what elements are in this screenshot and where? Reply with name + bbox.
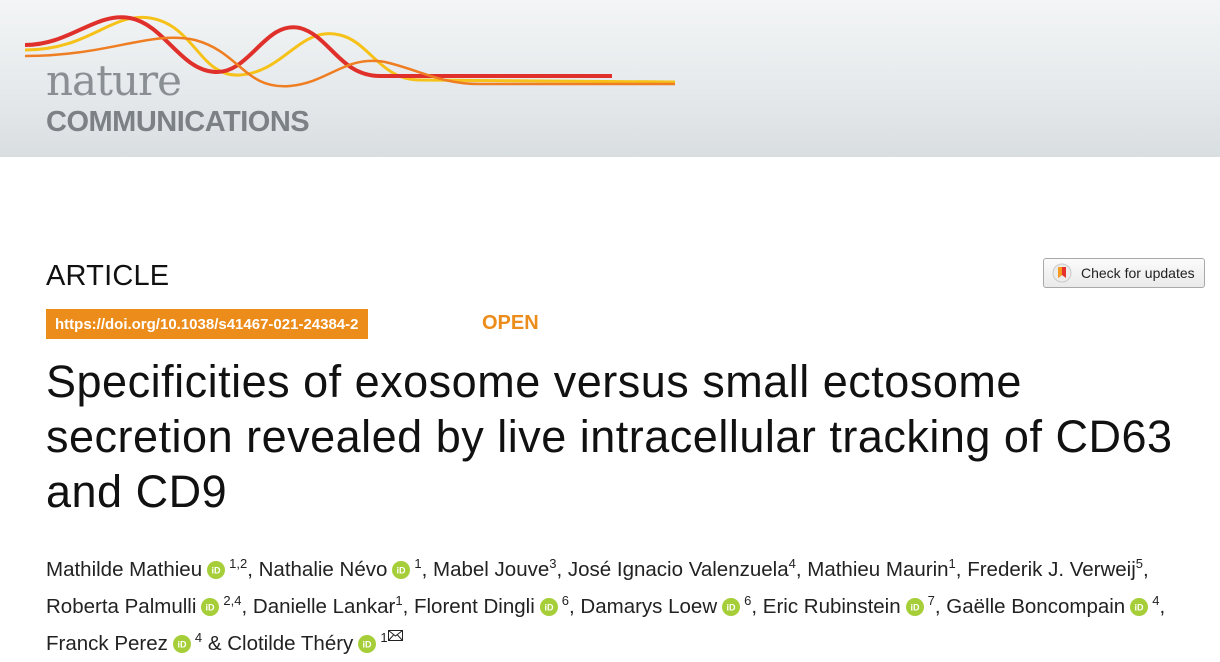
author-separator: ,	[241, 595, 253, 618]
author: Mathieu Maurin1	[807, 556, 956, 581]
author-separator: ,	[1159, 595, 1166, 618]
affiliation-number[interactable]: 6	[561, 593, 569, 608]
affiliation-number[interactable]: 3	[549, 556, 557, 571]
author: Eric Rubinstein iD 7	[762, 593, 935, 618]
author-separator: ,	[955, 558, 968, 581]
author-name[interactable]: Eric Rubinstein	[762, 595, 901, 618]
author-name[interactable]: Danielle Lankar	[252, 595, 396, 618]
affiliation-number[interactable]: 6	[744, 593, 752, 608]
author-separator: ,	[1143, 558, 1149, 581]
author-separator: ,	[556, 558, 568, 581]
affiliation-number[interactable]: 1	[414, 556, 422, 571]
mail-icon[interactable]	[387, 630, 403, 641]
orcid-icon[interactable]: iD	[172, 635, 191, 653]
author: Franck Perez iD 4	[46, 630, 203, 655]
svg-text:iD: iD	[363, 640, 373, 650]
affiliation-number[interactable]: 4	[194, 630, 203, 645]
affiliation-number[interactable]: 1	[948, 556, 956, 571]
orcid-icon[interactable]: iD	[1130, 598, 1149, 616]
author-list: Mathilde Mathieu iD 1,2, Nathalie Névo iD 1,…	[46, 551, 1196, 662]
affiliation-number[interactable]: 1,2	[229, 556, 248, 571]
check-updates-label: Check for updates	[1081, 265, 1195, 281]
orcid-icon[interactable]: iD	[905, 598, 924, 616]
affiliation-number[interactable]: 7	[927, 593, 935, 608]
author: Damarys Loew iD 6	[580, 593, 752, 618]
author-name[interactable]: Franck Perez	[46, 632, 168, 655]
author: José Ignacio Valenzuela4	[567, 556, 796, 581]
svg-text:iD: iD	[212, 566, 222, 576]
svg-text:iD: iD	[177, 640, 187, 650]
orcid-icon[interactable]: iD	[201, 598, 220, 616]
doi-link[interactable]: https://doi.org/10.1038/s41467-021-24384…	[46, 309, 368, 339]
author-separator: ,	[569, 595, 581, 618]
author: Mathilde Mathieu iD 1,2	[46, 556, 248, 581]
orcid-icon[interactable]: iD	[392, 561, 411, 579]
author-separator: ,	[751, 595, 763, 618]
author: Roberta Palmulli iD 2,4	[46, 593, 242, 618]
orcid-icon[interactable]: iD	[722, 598, 741, 616]
author-separator: ,	[934, 595, 947, 618]
article-title: Specificities of exosome versus small ec…	[46, 356, 1173, 517]
svg-text:iD: iD	[397, 566, 407, 576]
orcid-icon[interactable]: iD	[207, 561, 226, 579]
author: Clotilde Théry iD 1	[227, 630, 403, 655]
author-name[interactable]: Mathieu Maurin	[807, 558, 949, 581]
svg-text:iD: iD	[206, 603, 216, 613]
svg-text:iD: iD	[1135, 603, 1145, 613]
journal-name-nature: nature	[46, 56, 182, 105]
affiliation-number[interactable]: 4	[788, 556, 796, 571]
author-name[interactable]: Florent Dingli	[413, 595, 535, 618]
author-separator: ,	[795, 558, 808, 581]
author-name[interactable]: Gaëlle Boncompain	[946, 595, 1126, 618]
journal-name-communications: COMMUNICATIONS	[46, 106, 310, 138]
author-separator: &	[202, 632, 228, 655]
affiliation-number[interactable]: 5	[1135, 556, 1144, 571]
affiliation-number[interactable]: 1	[380, 630, 388, 645]
author-name[interactable]: Mathilde Mathieu	[46, 558, 203, 581]
article-type: ARTICLE	[46, 260, 170, 292]
affiliation-number[interactable]: 4	[1152, 593, 1160, 608]
open-access-label: OPEN	[482, 312, 539, 334]
author-name[interactable]: Roberta Palmulli	[46, 595, 197, 618]
author: Danielle Lankar1	[252, 593, 403, 618]
author-separator: ,	[421, 558, 434, 581]
author-separator: ,	[402, 595, 414, 618]
author: Florent Dingli iD 6	[413, 593, 569, 618]
svg-text:iD: iD	[910, 603, 920, 613]
svg-text:iD: iD	[544, 603, 554, 613]
author-name[interactable]: Mabel Jouve	[433, 558, 550, 581]
author-name[interactable]: Nathalie Névo	[258, 558, 388, 581]
author: Gaëlle Boncompain iD 4	[946, 593, 1160, 618]
author-name[interactable]: Damarys Loew	[580, 595, 718, 618]
orcid-icon[interactable]: iD	[358, 635, 377, 653]
author-name[interactable]: José Ignacio Valenzuela	[567, 558, 789, 581]
author-separator: ,	[247, 558, 259, 581]
check-for-updates-button[interactable]: Check for updates	[1043, 258, 1205, 288]
journal-banner: nature COMMUNICATIONS	[0, 0, 1220, 157]
affiliation-number[interactable]: 1	[395, 593, 403, 608]
svg-text:iD: iD	[727, 603, 737, 613]
author-name[interactable]: Frederik J. Verweij	[967, 558, 1136, 581]
author-name[interactable]: Clotilde Théry	[227, 632, 354, 655]
orcid-icon[interactable]: iD	[539, 598, 558, 616]
affiliation-number[interactable]: 2,4	[223, 593, 242, 608]
check-updates-icon	[1052, 263, 1072, 283]
journal-logo-waves	[24, 15, 676, 88]
author: Frederik J. Verweij5	[967, 556, 1144, 581]
author: Nathalie Névo iD 1	[258, 556, 422, 581]
author: Mabel Jouve3	[433, 556, 557, 581]
